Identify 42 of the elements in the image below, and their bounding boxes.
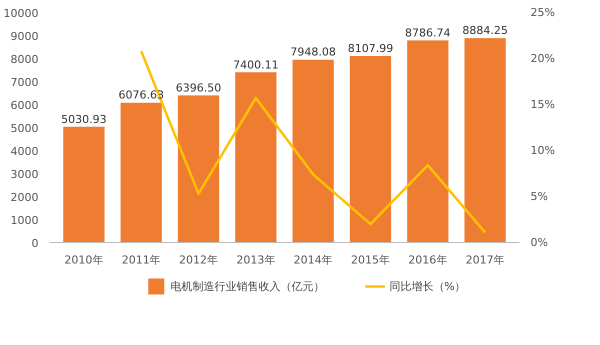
bar [235, 72, 276, 242]
x-tick-label: 2016年 [408, 254, 448, 266]
bar [292, 60, 334, 242]
data-label: 7400.11 [233, 58, 279, 72]
data-label: 6396.50 [176, 81, 222, 94]
data-label: 8107.99 [348, 42, 394, 56]
x-tick-label: 2014年 [294, 254, 333, 266]
x-tick-label: 2010年 [64, 254, 104, 266]
bar [464, 38, 506, 242]
x-tick-label: 2017年 [466, 254, 505, 266]
data-label: 5030.93 [61, 112, 107, 126]
y-tick-label: 4000 [10, 145, 39, 158]
y-tick-label: 3000 [10, 168, 39, 181]
y-tick-label: 1000 [10, 214, 39, 227]
y-tick-label: 2000 [10, 191, 39, 204]
y-tick-label: 10000 [4, 7, 39, 20]
legend-label: 同比增长（%） [389, 278, 466, 294]
data-label: 8884.25 [462, 24, 508, 38]
y-tick-label: 7000 [10, 76, 39, 89]
bar [63, 126, 105, 242]
data-label: 8786.74 [405, 26, 451, 40]
x-tick-label: 2011年 [122, 254, 161, 266]
y2-tick-label: 15% [530, 98, 555, 111]
y-tick-label: 5000 [10, 122, 39, 135]
x-tick-label: 2015年 [350, 254, 390, 266]
legend-label: 电机制造行业销售收入（亿元） [170, 278, 324, 294]
data-label: 7948.08 [290, 46, 336, 59]
y-tick-label: 8000 [10, 53, 39, 66]
bar [350, 56, 392, 242]
y-tick-label: 0 [32, 237, 38, 250]
y2-tick-label: 20% [530, 52, 555, 65]
x-tick-label: 2013年 [236, 254, 276, 266]
bar [407, 40, 448, 242]
x-tick-label: 2012年 [179, 254, 218, 266]
y-tick-label: 6000 [10, 99, 39, 112]
y2-tick-label: 5% [530, 190, 548, 203]
y-tick-label: 9000 [10, 30, 39, 43]
y2-tick-label: 25% [530, 6, 555, 19]
bar [178, 95, 220, 242]
bar [120, 102, 162, 242]
y2-tick-label: 10% [530, 144, 555, 157]
y2-tick-label: 0% [530, 236, 548, 249]
